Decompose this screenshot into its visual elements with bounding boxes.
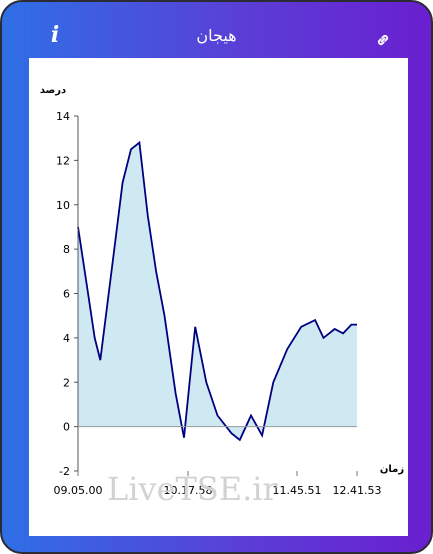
y-tick-label: 14 [56,110,70,123]
watermark: LiveTSE.ir [107,470,278,508]
header-bar: i هیجان [2,2,431,58]
y-tick-label: 2 [63,376,70,389]
x-tick-label: 09.05.00 [54,484,103,497]
x-tick-label: 10.17.58 [164,484,213,497]
chart: 14 12 10 8 6 4 2 0 -2 09.05.00 10.17.58 11.45.51 12… [40,85,405,497]
page-title: هیجان [196,26,237,45]
x-tick-label: 11.45.51 [273,484,322,497]
y-tick-label: 10 [56,199,70,212]
y-axis-label: درصد [40,85,66,96]
y-tick-label: 4 [63,332,70,345]
y-tick-label: 8 [63,243,70,256]
info-icon[interactable]: i [50,22,60,48]
y-tick-label: -2 [59,465,70,478]
area-fill [78,142,357,440]
link-icon[interactable] [374,31,392,49]
series-line [77,140,357,442]
y-tick-label: 12 [56,154,70,167]
chart-panel: 14 12 10 8 6 4 2 0 -2 09.05.00 10.17.58 11.45.51 12… [29,58,408,536]
x-axis-label: زمان [380,464,404,475]
y-tick-label: 6 [63,288,70,301]
x-tick-label: 12.41.53 [333,484,382,497]
y-tick-label: 0 [63,421,70,434]
